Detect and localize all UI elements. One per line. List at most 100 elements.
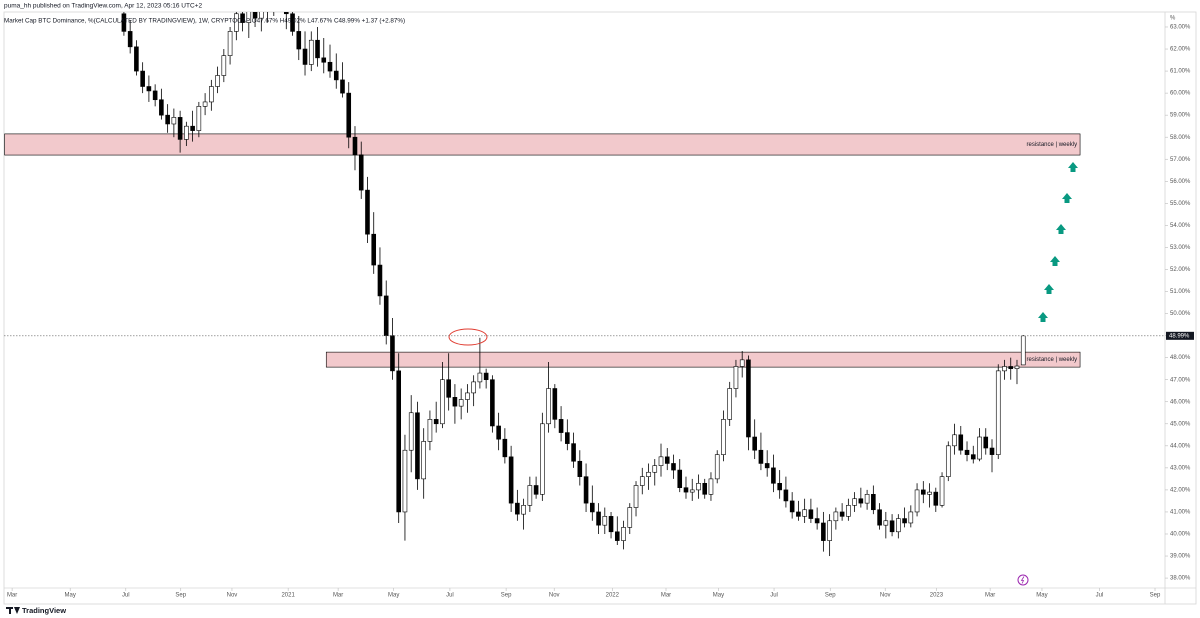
candle-body bbox=[696, 482, 701, 491]
candle-body bbox=[839, 511, 845, 517]
arrow bbox=[1062, 193, 1072, 203]
candle-body bbox=[727, 388, 733, 420]
resistance-zone bbox=[4, 133, 1081, 156]
candle-body bbox=[789, 500, 795, 513]
candle-body bbox=[958, 434, 964, 451]
candle-body bbox=[358, 154, 364, 191]
candle-body bbox=[983, 436, 989, 449]
y-tick-label: 40.00% bbox=[1170, 532, 1191, 538]
candle-body bbox=[408, 412, 414, 451]
y-tick-label: 54.00% bbox=[1170, 223, 1191, 229]
x-tick-label: Nov bbox=[549, 593, 560, 599]
candle-body bbox=[752, 436, 757, 451]
attribution: puma_hh published on TradingView.com, Ap… bbox=[4, 3, 202, 10]
candle-body bbox=[421, 441, 426, 480]
candle-body bbox=[646, 471, 651, 477]
candle-body bbox=[346, 92, 352, 138]
candle-body bbox=[827, 520, 832, 541]
candle-body bbox=[914, 489, 920, 513]
candle-body bbox=[396, 370, 402, 513]
candle-body bbox=[159, 99, 164, 116]
candle-body bbox=[658, 456, 664, 466]
candle-body bbox=[552, 388, 558, 420]
candle-body bbox=[945, 445, 951, 477]
candle-body bbox=[821, 522, 826, 541]
y-tick-label: 60.00% bbox=[1170, 91, 1191, 97]
candle-body bbox=[540, 423, 545, 495]
x-tick-label: Jul bbox=[446, 593, 454, 599]
candle-body bbox=[814, 518, 820, 524]
candle-body bbox=[390, 335, 395, 372]
y-tick-label: 56.00% bbox=[1170, 179, 1191, 185]
y-tick-label: 39.00% bbox=[1170, 554, 1191, 560]
candle-body bbox=[515, 502, 520, 515]
candle-body bbox=[758, 449, 764, 464]
chart-legend: Market Cap BTC Dominance, %(CALCULATED B… bbox=[4, 18, 405, 25]
candle-body bbox=[365, 189, 370, 235]
y-tick-label: 55.00% bbox=[1170, 201, 1191, 207]
x-tick-label: Mar bbox=[985, 593, 995, 599]
candle-body bbox=[490, 379, 495, 427]
event-icon-bolt bbox=[1020, 576, 1025, 584]
candle-body bbox=[533, 485, 539, 495]
candle-body bbox=[908, 511, 914, 524]
candle-body bbox=[671, 463, 676, 471]
x-tick-label: Jul bbox=[122, 593, 130, 599]
candle-body bbox=[783, 489, 789, 502]
candle-body bbox=[1002, 366, 1007, 372]
candle-body bbox=[877, 509, 882, 526]
footer-brand: TradingView bbox=[22, 606, 66, 615]
candle-body bbox=[714, 454, 720, 480]
candle-body bbox=[302, 48, 308, 65]
candle-body bbox=[721, 419, 726, 455]
candle-body bbox=[846, 505, 851, 517]
y-tick-label: 63.00% bbox=[1170, 25, 1191, 31]
event-icon[interactable] bbox=[1017, 574, 1029, 586]
candle-body bbox=[496, 425, 501, 440]
x-tick-label: May bbox=[713, 593, 724, 599]
candle-body bbox=[577, 460, 583, 477]
arrow bbox=[1044, 284, 1054, 294]
candle-body bbox=[902, 518, 907, 524]
candle-body bbox=[308, 39, 314, 65]
candle-body bbox=[977, 436, 982, 460]
candle-body bbox=[746, 359, 751, 438]
candle-body bbox=[190, 125, 195, 131]
candle-body bbox=[240, 13, 245, 23]
zone-label: resistance | weekly bbox=[1026, 142, 1077, 148]
candle-body bbox=[527, 485, 533, 506]
candle-body bbox=[565, 432, 570, 444]
candle-body bbox=[134, 46, 139, 72]
x-tick-label: Mar bbox=[661, 593, 671, 599]
y-tick-label: 61.00% bbox=[1170, 69, 1191, 75]
candle-body bbox=[602, 516, 608, 526]
candle-body bbox=[196, 106, 202, 131]
candle-body bbox=[327, 61, 333, 72]
candle-body bbox=[458, 399, 464, 407]
y-tick-label: 58.00% bbox=[1170, 135, 1191, 141]
candle-body bbox=[583, 476, 589, 504]
candle-body bbox=[614, 531, 620, 541]
candle-body bbox=[333, 70, 339, 81]
candle-body bbox=[415, 412, 420, 480]
candle-body bbox=[383, 295, 389, 336]
candle-body bbox=[833, 511, 839, 522]
x-tick-label: Jul bbox=[770, 593, 778, 599]
candle-body bbox=[702, 482, 708, 495]
y-tick-label: 48.00% bbox=[1170, 355, 1191, 361]
candle-body bbox=[215, 75, 220, 87]
candle-body bbox=[796, 511, 801, 517]
candle-body bbox=[227, 31, 233, 56]
y-tick-label: 43.00% bbox=[1170, 465, 1191, 471]
candle-body bbox=[677, 469, 683, 489]
candle-body bbox=[146, 86, 152, 92]
candle-body bbox=[1008, 366, 1014, 369]
y-tick-label: 57.00% bbox=[1170, 157, 1191, 163]
logo-mark bbox=[6, 607, 20, 614]
candle-body bbox=[477, 372, 483, 383]
candle-body bbox=[502, 438, 508, 458]
candle-body bbox=[708, 478, 714, 495]
candle-body bbox=[521, 505, 526, 515]
candle-body bbox=[152, 90, 158, 101]
